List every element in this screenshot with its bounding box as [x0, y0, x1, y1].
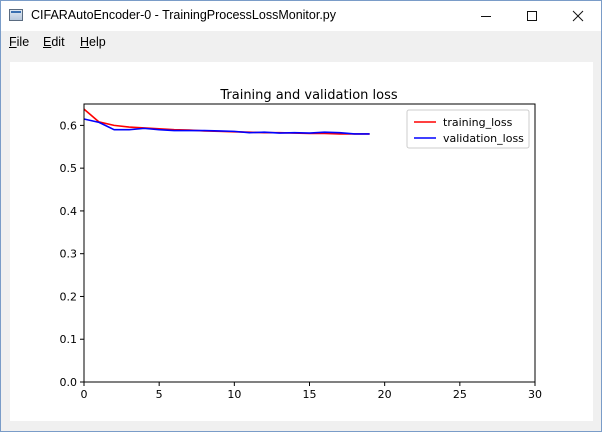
app-window-icon [9, 9, 23, 21]
menu-help-mnemonic: H [80, 35, 90, 49]
close-button[interactable] [555, 1, 601, 31]
y-tick-label: 0.0 [60, 376, 78, 389]
x-tick-label: 5 [156, 388, 163, 401]
window-title: CIFARAutoEncoder-0 - TrainingProcessLoss… [31, 8, 336, 22]
close-icon [572, 10, 584, 22]
series-line-validation-loss [83, 118, 370, 135]
y-tick-label: 0.6 [60, 119, 78, 132]
menu-help-label-rest: elp [89, 35, 106, 49]
menu-file[interactable]: File [9, 35, 29, 49]
legend-box [406, 109, 530, 149]
y-tick-label: 0.5 [60, 162, 78, 175]
x-tick-label: 20 [378, 388, 392, 401]
x-tick-label: 10 [227, 388, 241, 401]
y-tick-label: 0.2 [60, 290, 78, 303]
y-tick-label: 0.1 [60, 333, 78, 346]
chart-title: Training and validation loss [219, 88, 397, 103]
plot-canvas: Training and validation loss 0 5 10 15 20 25 3… [10, 62, 593, 421]
y-tick-label: 0.3 [60, 248, 78, 261]
menu-file-label-rest: ile [16, 35, 30, 49]
x-tick-label: 0 [81, 388, 88, 401]
menu-help[interactable]: Help [80, 35, 106, 49]
maximize-button[interactable] [509, 1, 555, 31]
menu-edit-label-rest: dit [51, 35, 65, 49]
menu-edit[interactable]: Edit [43, 35, 65, 49]
y-tick-label: 0.4 [60, 205, 78, 218]
x-tick-label: 15 [303, 388, 317, 401]
x-tick-label: 30 [528, 388, 542, 401]
legend: training_loss validation_loss [406, 109, 530, 149]
legend-label-validation-loss: validation_loss [443, 132, 524, 145]
menu-file-mnemonic: F [9, 35, 17, 49]
title-bar[interactable]: CIFARAutoEncoder-0 - TrainingProcessLoss… [1, 1, 601, 31]
menu-edit-mnemonic: E [43, 35, 52, 49]
menu-bar: File Edit Help [1, 31, 601, 53]
x-tick-label: 25 [453, 388, 467, 401]
minimize-button[interactable] [463, 1, 509, 31]
minimize-icon [481, 16, 491, 17]
maximize-icon [527, 11, 537, 21]
loss-chart: Training and validation loss 0 5 10 15 20 25 3… [60, 88, 543, 401]
legend-label-training-loss: training_loss [443, 116, 513, 129]
